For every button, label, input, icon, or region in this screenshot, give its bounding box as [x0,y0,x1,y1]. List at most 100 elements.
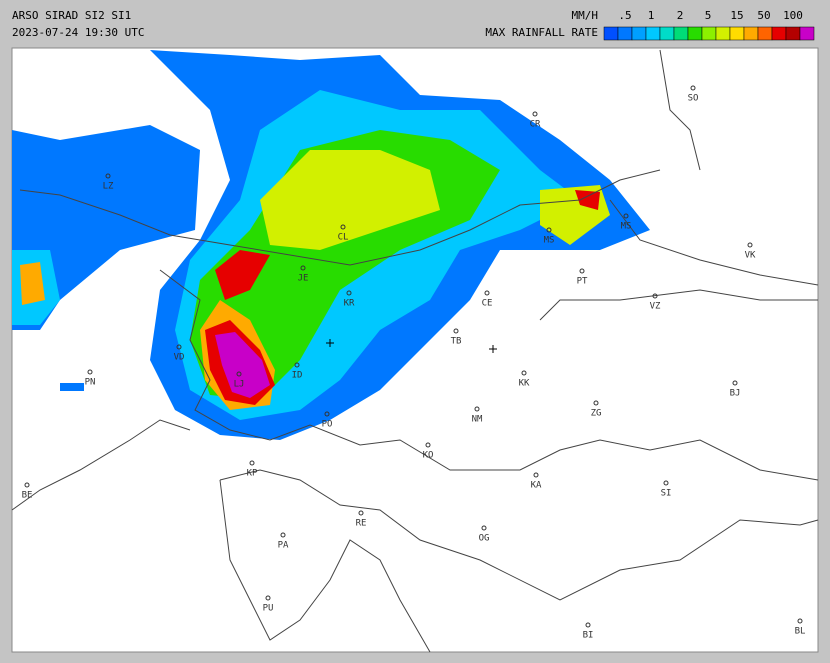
city-marker [732,380,738,386]
city-marker [24,482,30,488]
legend-label: 2 [677,9,684,22]
legend-label: 15 [730,9,743,22]
city-marker [294,362,300,368]
city-label: OG [479,534,490,544]
city-label: ID [292,371,303,381]
coast [11,419,191,511]
radar-echoes [12,50,650,440]
city-marker [300,265,306,271]
city-marker [593,400,599,406]
city-marker [340,224,346,230]
city-label: PU [263,604,274,614]
city-marker [324,411,330,417]
city-label: PT [577,277,588,287]
legend-swatch [687,26,703,41]
echo [20,262,45,305]
legend-swatch [673,26,689,41]
city-label: VZ [650,302,661,312]
timestamp: 2023-07-24 19:30 UTC [12,26,144,39]
city-label: BJ [730,389,741,399]
city-marker [579,268,585,274]
city-label: CR [530,120,541,130]
city-marker [265,595,271,601]
city-marker [623,213,629,219]
city-marker [358,510,364,516]
city-label: CE [482,299,493,309]
legend-swatch [785,26,801,41]
city-marker [797,618,803,624]
legend-title: MAX RAINFALL RATE [485,26,598,39]
title: ARSO SIRAD SI2 SI1 [12,9,131,22]
legend-swatch [617,26,633,41]
legend-unit: MM/H [572,9,599,22]
city-marker [585,622,591,628]
city-label: SI [661,489,672,499]
legend-swatch [603,26,619,41]
city-marker [474,406,480,412]
city-marker [176,344,182,350]
legend-label: 50 [757,9,770,22]
legend-swatch [771,26,787,41]
city-label: BE [22,491,33,501]
city-label: BI [583,631,594,641]
cities: CR SO LZ CL MS MS JE PT VK VZ CE KR TB VD PN ID LJ KK BJ NM… [22,85,806,641]
echo [215,332,270,398]
city-marker [546,227,552,233]
border [609,199,819,286]
legend-swatch [631,26,647,41]
crosshair [326,339,334,347]
legend-swatch [645,26,661,41]
border [659,49,701,171]
city-label: LZ [103,182,114,192]
echo [60,383,84,391]
city-marker [484,290,490,296]
city-marker [236,371,242,377]
city-label: SO [688,94,699,104]
city-label: CL [338,233,349,243]
legend: .5 1 2 5 15 50 100 [603,9,815,41]
city-label: ZG [591,409,602,419]
city-label: KK [519,379,530,389]
city-label: KP [247,469,258,479]
border [19,169,661,266]
city-label: KA [531,481,542,491]
legend-swatch [659,26,675,41]
city-label: BL [795,627,806,637]
city-marker [747,242,753,248]
city-label: KR [344,299,355,309]
city-marker [532,111,538,117]
city-label: VD [174,353,185,363]
city-marker [652,293,658,299]
legend-swatch [701,26,717,41]
legend-swatch [743,26,759,41]
city-label: MS [621,222,632,232]
borders [11,49,819,653]
city-marker [533,472,539,478]
city-marker [249,460,255,466]
city-label: KO [423,451,434,461]
city-label: PA [278,541,289,551]
city-marker [690,85,696,91]
city-label: PO [322,420,333,430]
city-label: PN [85,378,96,388]
legend-label: 100 [783,9,803,22]
city-label: TB [451,337,462,347]
city-marker [87,369,93,375]
legend-label: 1 [648,9,655,22]
echo [260,150,440,250]
legend-swatch [729,26,745,41]
city-marker [481,525,487,531]
city-marker [663,480,669,486]
city-marker [425,442,431,448]
city-marker [453,328,459,334]
city-marker [105,173,111,179]
city-marker [280,532,286,538]
echo [575,190,600,210]
city-label: MS [544,236,555,246]
border [159,269,819,481]
city-label: LJ [234,380,245,390]
border [219,469,819,601]
echo [12,125,200,330]
legend-label: 5 [705,9,712,22]
